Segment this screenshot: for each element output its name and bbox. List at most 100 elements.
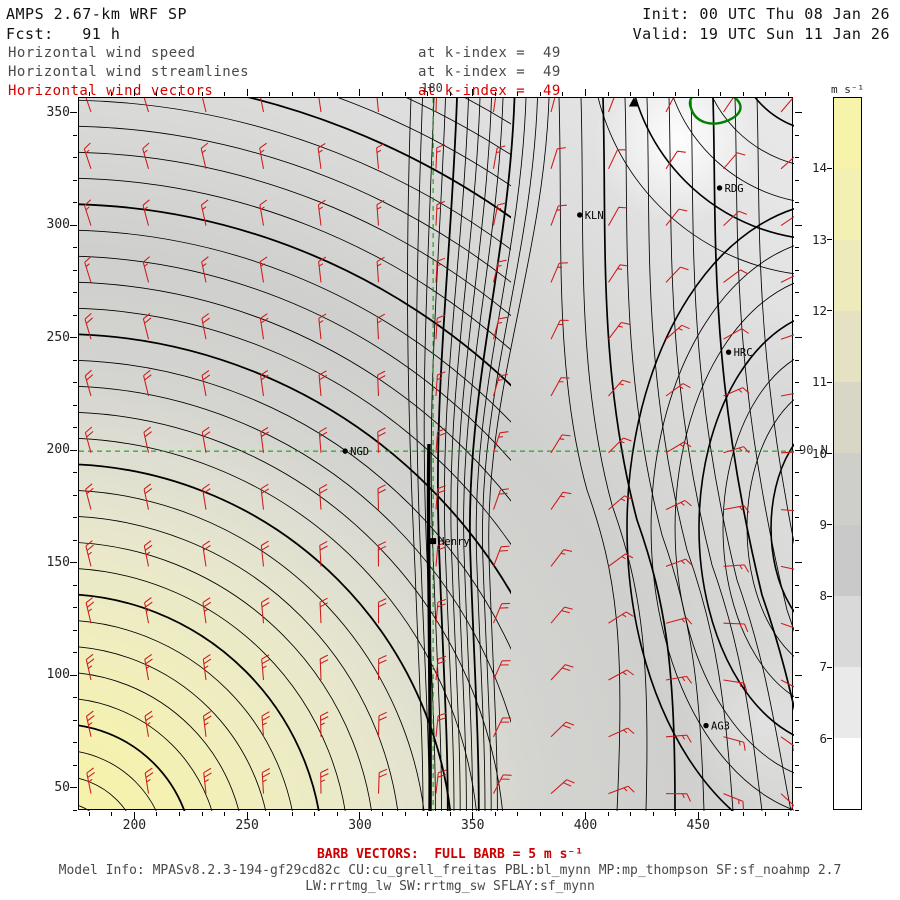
y-axis-tick: [72, 134, 77, 136]
x-axis-tick: [156, 811, 158, 816]
y-axis-tick: [794, 247, 799, 249]
colorbar-tick-label: 7: [819, 659, 827, 675]
x-axis-tick: [269, 811, 271, 816]
wind-barb: [202, 540, 211, 567]
wind-barb: [259, 199, 268, 226]
wind-barb: [492, 431, 509, 453]
field-wind-vectors-label: Horizontal wind vectors: [8, 83, 214, 99]
wind-barb: [202, 710, 212, 737]
wind-barb: [142, 256, 151, 283]
wind-barb: [259, 256, 268, 283]
wind-barb: [261, 711, 270, 737]
wind-barb: [84, 256, 92, 283]
wind-barb: [493, 774, 512, 794]
station-label: RDG: [725, 183, 744, 195]
y-axis-tick: [69, 562, 77, 564]
x-tick-label: 350: [460, 818, 485, 833]
wind-barb: [608, 669, 635, 681]
wind-barb: [608, 321, 630, 340]
wind-barb: [608, 98, 615, 113]
wind-barb: [435, 257, 446, 283]
y-axis-tick: [794, 742, 799, 744]
x-axis-tick: [314, 811, 316, 816]
wind-barb: [493, 545, 510, 567]
x-axis-tick: [336, 91, 338, 96]
wind-barb: [260, 540, 270, 567]
wind-barb: [318, 98, 322, 113]
colorbar-segment: [834, 240, 861, 312]
y-axis-tick: [72, 404, 77, 406]
wind-barb: [377, 541, 387, 567]
y-axis-tick: [794, 382, 799, 384]
y-axis-tick: [72, 719, 77, 721]
wind-barb: [318, 313, 327, 340]
y-axis-tick: [69, 337, 77, 339]
wind-barb: [377, 768, 388, 794]
colorbar-tick-label: 11: [811, 374, 827, 390]
x-axis-tick: [246, 811, 248, 819]
wind-barb: [550, 721, 575, 738]
wind-barb: [608, 785, 635, 795]
wind-barb: [435, 371, 446, 397]
station-label: HRC: [734, 347, 753, 359]
y-tick-label: 50: [54, 779, 70, 795]
x-tick-label: 400: [573, 818, 598, 833]
y-axis-tick: [794, 629, 799, 631]
colorbar-tick-label: 13: [811, 231, 827, 247]
x-axis-tick: [427, 811, 429, 816]
wind-barb: [318, 256, 327, 283]
x-axis-tick: [539, 811, 541, 816]
wind-barb: [723, 622, 749, 633]
y-tick-label: 150: [46, 554, 70, 570]
model-info-line2: LW:rrtmg_lw SW:rrtmg_sw SFLAY:sf_mynn: [305, 879, 595, 894]
wind-barb: [493, 717, 512, 738]
field-wind-streamlines-label: Horizontal wind streamlines: [8, 64, 250, 80]
wind-barb: [143, 540, 153, 567]
y-axis-tick: [794, 359, 799, 361]
wind-barb: [202, 98, 207, 113]
x-axis-tick: [494, 811, 496, 816]
wind-barb: [143, 426, 152, 453]
wind-barb: [608, 495, 633, 510]
wind-barb: [723, 564, 750, 573]
wind-barb: [377, 427, 386, 453]
y-axis-tick: [72, 764, 77, 766]
y-axis-tick: [794, 472, 799, 474]
colorbar-tick: [827, 738, 832, 740]
station-label: Henry: [438, 536, 470, 548]
map-plot-area: RDG KLN HRC NGD Henry AG3: [78, 97, 794, 811]
x-axis-tick: [178, 811, 180, 816]
y-axis-tick: [72, 359, 77, 361]
y-tick-label: 300: [46, 217, 70, 233]
station-label: AG3: [711, 721, 730, 733]
x-axis-tick: [449, 91, 451, 96]
wind-barb: [435, 314, 446, 340]
wind-barb: [608, 437, 632, 454]
y-axis-tick: [72, 697, 77, 699]
wind-barb: [723, 446, 750, 454]
x-axis-tick: [765, 811, 767, 816]
y-axis-tick: [794, 787, 802, 788]
wind-barb: [550, 434, 571, 454]
y-axis-tick: [794, 449, 802, 451]
wind-barb: [318, 427, 328, 453]
wind-barb: [201, 256, 209, 283]
wind-barb: [550, 779, 575, 794]
x-axis-tick: [246, 88, 248, 96]
wind-barb: [259, 313, 269, 340]
wind-barb: [200, 199, 209, 226]
wind-barb: [665, 266, 689, 283]
wind-barb: [202, 597, 212, 624]
x-tick-label: 300: [348, 818, 372, 833]
x-axis-tick: [494, 91, 496, 96]
wind-barb: [665, 441, 692, 454]
colorbar-tick-label: 14: [811, 160, 827, 176]
x-axis-tick: [359, 811, 361, 819]
wind-barb: [260, 426, 269, 453]
y-axis-tick: [69, 112, 77, 114]
wind-barb: [780, 509, 794, 512]
x-axis-tick: [630, 91, 632, 96]
forecast-hour: Fcst: 91 h: [6, 25, 121, 43]
wind-barb: [86, 767, 95, 794]
x-axis-tick: [562, 811, 564, 816]
